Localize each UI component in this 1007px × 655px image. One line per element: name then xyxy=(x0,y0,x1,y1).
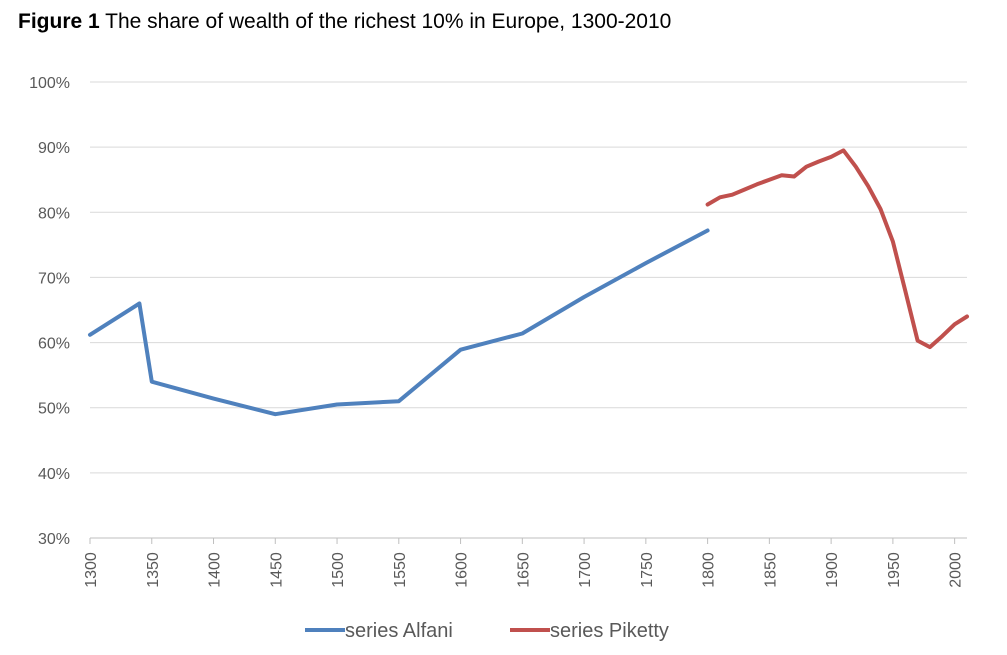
x-tick-label: 1300 xyxy=(83,552,100,588)
y-axis-tick-labels: 30% 40% 50% 60% 70% 80% 90% 100% xyxy=(29,75,70,548)
y-tick-label: 90% xyxy=(38,140,70,157)
legend-label: series Piketty xyxy=(550,620,669,642)
series-line-piketty xyxy=(705,148,969,350)
y-tick-label: 100% xyxy=(29,75,70,92)
figure-title-text: The share of wealth of the richest 10% i… xyxy=(105,10,672,33)
series-line-alfani xyxy=(88,228,710,417)
y-tick-label: 80% xyxy=(38,205,70,222)
x-tick-label: 1550 xyxy=(392,552,409,588)
x-tick-label: 2000 xyxy=(948,552,965,588)
x-axis-tick-labels: 1300 1350 1400 1450 1500 1550 1600 1650 1700 1750… xyxy=(83,552,965,588)
y-tick-label: 50% xyxy=(38,401,70,418)
series-lines xyxy=(88,148,969,417)
legend-label: series Alfani xyxy=(345,620,453,642)
figure-label: Figure 1 xyxy=(18,10,100,33)
x-tick-label: 1900 xyxy=(824,552,841,588)
x-tick-label: 1700 xyxy=(577,552,594,588)
legend: series Alfani series Piketty xyxy=(305,620,669,642)
y-tick-label: 30% xyxy=(38,531,70,548)
y-tick-label: 70% xyxy=(38,270,70,287)
x-tick-label: 1600 xyxy=(454,552,471,588)
gridlines xyxy=(90,81,967,474)
figure-title: Figure 1 The share of wealth of the rich… xyxy=(18,10,671,34)
x-tick-label: 1450 xyxy=(268,552,285,588)
x-tick-label: 1500 xyxy=(330,552,347,588)
x-tick-label: 1950 xyxy=(886,552,903,588)
y-tick-label: 40% xyxy=(38,466,70,483)
x-axis xyxy=(89,537,967,544)
y-tick-label: 60% xyxy=(38,336,70,353)
x-tick-label: 1800 xyxy=(701,552,718,588)
x-tick-label: 1850 xyxy=(762,552,779,588)
x-tick-label: 1350 xyxy=(145,552,162,588)
x-tick-label: 1650 xyxy=(515,552,532,588)
x-tick-label: 1400 xyxy=(207,552,224,588)
x-tick-label: 1750 xyxy=(639,552,656,588)
